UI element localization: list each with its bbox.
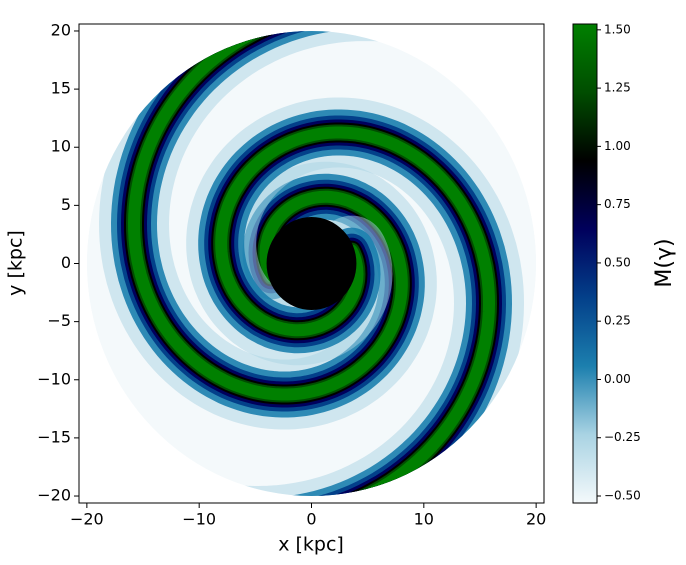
colorbar-label: M(γ)	[652, 238, 677, 287]
x-tick-label: 0	[306, 510, 316, 529]
core	[266, 216, 357, 311]
x-tick-label: 10	[414, 510, 434, 529]
colorbar-tick-label: 0.00	[604, 372, 631, 386]
x-tick-label: 20	[526, 510, 546, 529]
y-axis-label: y [kpc]	[5, 230, 27, 296]
x-tick-label: −10	[182, 510, 216, 529]
colorbar-tick-label: 1.00	[604, 139, 631, 153]
y-tick-label: −15	[37, 427, 71, 446]
y-tick-label: 15	[51, 79, 71, 98]
colorbar-tick-label: 1.50	[604, 22, 631, 36]
colorbar-tick-label: 0.25	[604, 314, 631, 328]
y-tick-label: −10	[37, 369, 71, 388]
colorbar-tick-label: 0.75	[604, 197, 631, 211]
heatmap-field	[86, 30, 537, 497]
colorbar-tick-label: −0.25	[604, 430, 641, 444]
x-axis-label: x [kpc]	[278, 534, 344, 556]
colorbar-tick-label: 0.50	[604, 255, 631, 269]
colorbar-tick-label: −0.50	[604, 489, 641, 503]
y-tick-label: 10	[51, 137, 71, 156]
x-tick-label: −20	[70, 510, 104, 529]
colorbar	[572, 23, 598, 504]
y-tick-label: 0	[61, 253, 71, 272]
y-tick-label: 20	[51, 20, 71, 39]
colorbar-tick-label: 1.25	[604, 81, 631, 95]
y-tick-label: 5	[61, 195, 71, 214]
y-tick-label: −5	[47, 311, 71, 330]
y-tick-label: −20	[37, 486, 71, 505]
